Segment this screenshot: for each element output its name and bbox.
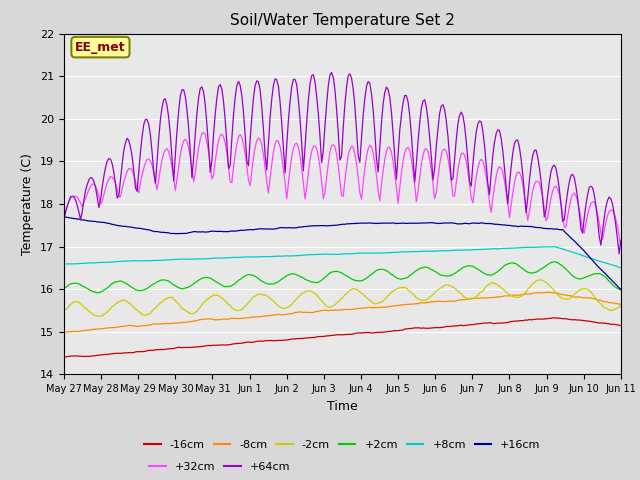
+32cm: [524, 217, 532, 223]
+2cm: [617, 287, 625, 293]
+32cm: [60, 210, 68, 216]
+8cm: [227, 255, 234, 261]
-2cm: [95, 313, 103, 319]
-2cm: [524, 287, 532, 292]
+2cm: [517, 264, 525, 270]
Line: -8cm: -8cm: [64, 292, 621, 332]
+2cm: [374, 267, 382, 273]
+64cm: [183, 107, 191, 113]
+64cm: [517, 156, 525, 162]
+8cm: [60, 261, 68, 267]
Legend: +32cm, +64cm: +32cm, +64cm: [145, 457, 295, 476]
+32cm: [517, 173, 525, 179]
-8cm: [60, 329, 68, 335]
-2cm: [617, 302, 625, 308]
+8cm: [550, 244, 558, 250]
+16cm: [372, 220, 380, 226]
+2cm: [67, 281, 74, 287]
+8cm: [372, 250, 380, 256]
+64cm: [617, 238, 625, 243]
Line: +16cm: +16cm: [64, 217, 621, 289]
+8cm: [522, 244, 530, 250]
+2cm: [93, 290, 101, 296]
-2cm: [517, 293, 525, 299]
+64cm: [524, 195, 532, 201]
-8cm: [67, 329, 74, 335]
+16cm: [183, 230, 191, 236]
+32cm: [67, 194, 74, 200]
+2cm: [185, 284, 193, 290]
Title: Soil/Water Temperature Set 2: Soil/Water Temperature Set 2: [230, 13, 455, 28]
-8cm: [522, 291, 530, 297]
Line: +64cm: +64cm: [64, 72, 621, 254]
-2cm: [60, 308, 68, 314]
-16cm: [67, 353, 74, 359]
-8cm: [516, 292, 524, 298]
+16cm: [617, 287, 625, 292]
+32cm: [617, 243, 625, 249]
+64cm: [227, 162, 234, 168]
-16cm: [60, 354, 68, 360]
+16cm: [516, 224, 524, 229]
X-axis label: Time: Time: [327, 400, 358, 413]
-8cm: [227, 316, 234, 322]
Line: +2cm: +2cm: [64, 262, 621, 293]
-8cm: [544, 289, 552, 295]
+64cm: [615, 251, 623, 257]
-2cm: [228, 305, 236, 311]
-16cm: [516, 318, 524, 324]
-8cm: [617, 301, 625, 307]
+2cm: [550, 259, 558, 264]
Text: EE_met: EE_met: [75, 41, 126, 54]
Line: -16cm: -16cm: [64, 318, 621, 357]
Line: -2cm: -2cm: [64, 280, 621, 316]
+64cm: [374, 169, 382, 175]
+2cm: [524, 269, 532, 275]
+32cm: [374, 188, 382, 193]
Line: +32cm: +32cm: [64, 132, 621, 246]
+2cm: [228, 283, 236, 288]
+32cm: [183, 139, 191, 144]
-16cm: [372, 329, 380, 335]
Line: +8cm: +8cm: [64, 247, 621, 268]
+32cm: [200, 130, 207, 135]
+64cm: [328, 70, 335, 75]
+8cm: [183, 256, 191, 262]
+16cm: [67, 215, 74, 221]
+8cm: [516, 245, 524, 251]
+16cm: [60, 214, 68, 220]
+32cm: [228, 180, 236, 185]
-16cm: [227, 342, 234, 348]
-8cm: [183, 319, 191, 325]
-16cm: [550, 315, 558, 321]
-2cm: [536, 277, 543, 283]
+16cm: [227, 228, 234, 234]
+64cm: [60, 216, 68, 222]
+16cm: [522, 224, 530, 229]
+8cm: [617, 265, 625, 271]
-2cm: [67, 301, 74, 307]
-16cm: [183, 345, 191, 350]
+2cm: [60, 286, 68, 292]
+64cm: [67, 193, 74, 199]
-8cm: [372, 304, 380, 310]
-16cm: [522, 317, 530, 323]
+8cm: [67, 261, 74, 267]
-16cm: [617, 323, 625, 328]
-2cm: [374, 300, 382, 306]
-2cm: [185, 310, 193, 315]
Y-axis label: Temperature (C): Temperature (C): [22, 153, 35, 255]
